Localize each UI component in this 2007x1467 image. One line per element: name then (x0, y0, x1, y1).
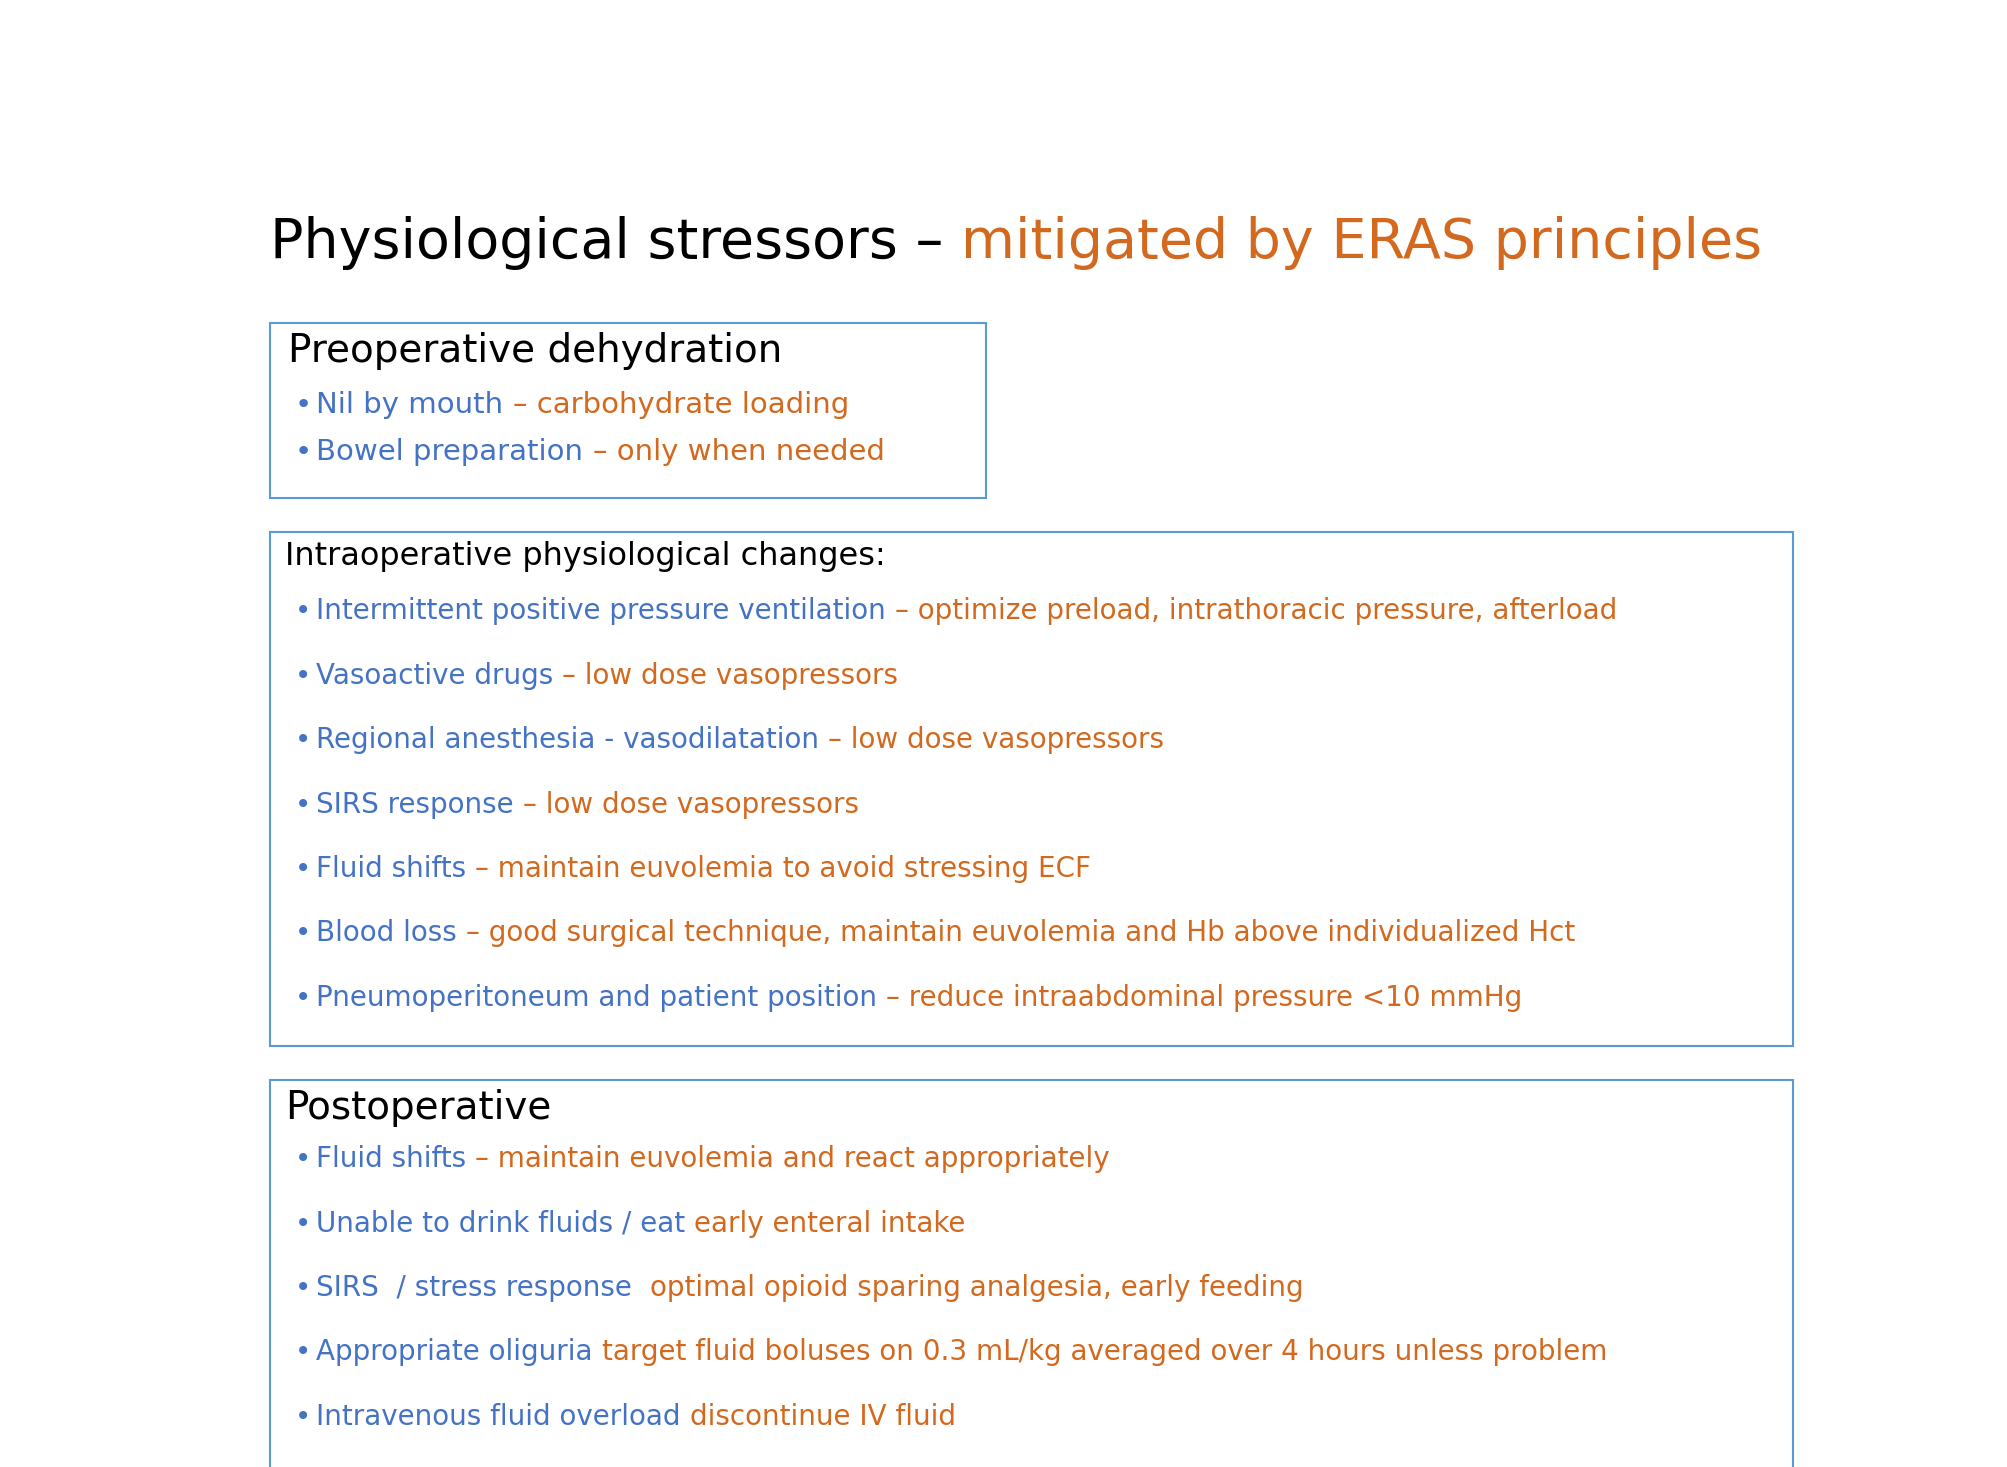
Text: Postoperative: Postoperative (285, 1089, 552, 1127)
Text: Physiological stressors –: Physiological stressors – (269, 216, 959, 270)
Text: Fluid shifts: Fluid shifts (317, 1146, 476, 1174)
Text: •: • (295, 1338, 311, 1366)
Text: Intraoperative physiological changes:: Intraoperative physiological changes: (285, 541, 885, 572)
Text: •: • (295, 439, 311, 467)
Text: Blood loss: Blood loss (317, 920, 466, 948)
Text: optimal opioid sparing analgesia, early feeding: optimal opioid sparing analgesia, early … (650, 1273, 1303, 1303)
Text: – only when needed: – only when needed (592, 439, 883, 467)
Text: mitigated by ERAS principles: mitigated by ERAS principles (959, 216, 1760, 270)
Text: •: • (295, 662, 311, 689)
Text: Preoperative dehydration: Preoperative dehydration (289, 332, 783, 370)
Text: – carbohydrate loading: – carbohydrate loading (512, 390, 849, 418)
Text: – maintain euvolemia to avoid stressing ECF: – maintain euvolemia to avoid stressing … (476, 855, 1092, 883)
Text: •: • (295, 1402, 311, 1430)
Text: Bowel preparation: Bowel preparation (317, 439, 592, 467)
Text: •: • (295, 726, 311, 754)
Text: target fluid boluses on 0.3 mL/kg averaged over 4 hours unless problem: target fluid boluses on 0.3 mL/kg averag… (602, 1338, 1606, 1366)
Text: SIRS  / stress response: SIRS / stress response (317, 1273, 650, 1303)
Text: – low dose vasopressors: – low dose vasopressors (522, 791, 859, 819)
Text: •: • (295, 791, 311, 819)
Text: Regional anesthesia - vasodilatation: Regional anesthesia - vasodilatation (317, 726, 827, 754)
Text: •: • (295, 920, 311, 948)
Text: •: • (295, 390, 311, 418)
Text: Intravenous fluid overload: Intravenous fluid overload (317, 1402, 688, 1430)
Text: early enteral intake: early enteral intake (694, 1210, 965, 1238)
Text: – low dose vasopressors: – low dose vasopressors (827, 726, 1164, 754)
Text: – good surgical technique, maintain euvolemia and Hb above individualized Hct: – good surgical technique, maintain euvo… (466, 920, 1573, 948)
FancyBboxPatch shape (269, 1080, 1792, 1467)
Text: – optimize preload, intrathoracic pressure, afterload: – optimize preload, intrathoracic pressu… (895, 597, 1616, 625)
Text: Intermittent positive pressure ventilation: Intermittent positive pressure ventilati… (317, 597, 895, 625)
Text: •: • (295, 1273, 311, 1303)
Text: – reduce intraabdominal pressure <10 mmHg: – reduce intraabdominal pressure <10 mmH… (885, 984, 1521, 1012)
Text: •: • (295, 984, 311, 1012)
Text: Appropriate oliguria: Appropriate oliguria (317, 1338, 602, 1366)
Text: Nil by mouth: Nil by mouth (317, 390, 512, 418)
Text: •: • (295, 1146, 311, 1174)
Text: Pneumoperitoneum and patient position: Pneumoperitoneum and patient position (317, 984, 885, 1012)
FancyBboxPatch shape (269, 323, 985, 497)
Text: Unable to drink fluids / eat: Unable to drink fluids / eat (317, 1210, 694, 1238)
Text: •: • (295, 855, 311, 883)
Text: •: • (295, 597, 311, 625)
Text: Vasoactive drugs: Vasoactive drugs (317, 662, 562, 689)
Text: – low dose vasopressors: – low dose vasopressors (562, 662, 897, 689)
Text: Fluid shifts: Fluid shifts (317, 855, 476, 883)
Text: – maintain euvolemia and react appropriately: – maintain euvolemia and react appropria… (476, 1146, 1110, 1174)
Text: SIRS response: SIRS response (317, 791, 522, 819)
FancyBboxPatch shape (269, 533, 1792, 1046)
Text: discontinue IV fluid: discontinue IV fluid (688, 1402, 955, 1430)
Text: •: • (295, 1210, 311, 1238)
